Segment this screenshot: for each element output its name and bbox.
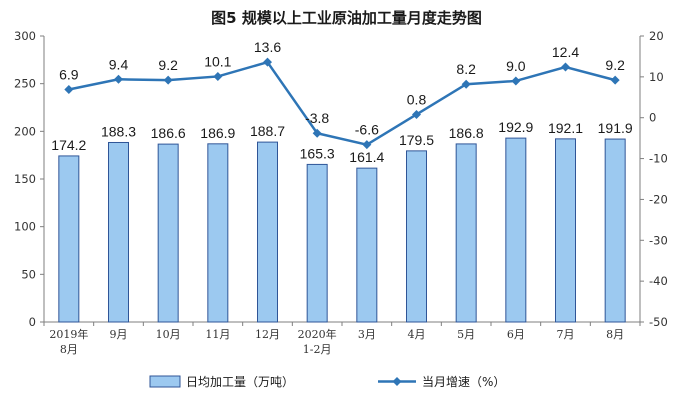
line-point — [263, 57, 272, 67]
bar — [555, 138, 576, 323]
x-tick-labels: 2019年 8月 9月 10月 11月 12月 2020年 1-2月 3月 4月 5月 6月 7月 8月 — [49, 327, 624, 356]
bar-data-label: 179.5 — [399, 132, 434, 148]
bar-data-label: 192.9 — [498, 119, 533, 135]
x-tick-label: 2019年 — [49, 327, 88, 341]
bar — [58, 155, 80, 323]
line-data-label: 6.9 — [59, 67, 79, 83]
line-path — [68, 60, 616, 147]
line-data-label: -3.8 — [305, 110, 329, 126]
bar-data-label: 186.9 — [200, 125, 235, 141]
x-tick-label: 3月 — [358, 328, 376, 341]
line-data-label: 8.2 — [456, 61, 476, 77]
bar — [108, 141, 129, 323]
x-tick-label: 11月 — [205, 328, 230, 341]
legend-bar-swatch — [149, 375, 181, 388]
bar-data-label: 188.7 — [250, 123, 285, 139]
right-axis-tick-label: -30 — [649, 233, 668, 247]
bar — [157, 143, 179, 323]
left-axis-tick-label: 0 — [29, 315, 36, 329]
right-axis-tick-label: 0 — [649, 111, 656, 125]
bar-series — [58, 137, 626, 323]
axes: 0 50 100 150 200 250 300 -50 -40 -30 -20 -10 0 10 20 — [14, 29, 668, 329]
x-tick-label: 12月 — [255, 328, 280, 341]
line-point — [610, 75, 620, 85]
x-tick-label: 7月 — [557, 328, 575, 341]
legend: 日均加工量（万吨） 当月增速（%） — [149, 375, 505, 389]
line-point — [461, 79, 471, 89]
x-tick-label: 10月 — [156, 328, 181, 341]
right-axis-tick-label: 10 — [649, 70, 664, 84]
line-point — [114, 74, 123, 84]
x-tick-label: 8月 — [60, 343, 78, 356]
left-axis-tick-label: 100 — [14, 220, 36, 234]
line-point — [213, 71, 223, 81]
right-axis-tick-label: 20 — [649, 29, 664, 43]
line-data-label: 10.1 — [204, 53, 231, 69]
left-axis-tick-label: 250 — [14, 77, 36, 91]
bar — [406, 150, 427, 323]
right-axis-tick-label: -20 — [649, 192, 668, 206]
bar — [306, 163, 328, 323]
bar-data-label: 161.4 — [349, 149, 384, 165]
line-point — [64, 85, 74, 95]
bar-data-label: 165.3 — [300, 145, 335, 161]
legend-bar-label: 日均加工量（万吨） — [186, 375, 294, 389]
line-point — [362, 140, 372, 150]
bar-data-label: 186.6 — [151, 125, 186, 141]
line-data-label: -6.6 — [355, 122, 379, 138]
line-data-label: 12.4 — [552, 44, 579, 60]
right-axis-tick-label: -50 — [649, 315, 668, 329]
bar-data-label: 174.2 — [51, 137, 86, 153]
line-point — [511, 76, 521, 86]
x-tick-label: 2020年 — [298, 327, 337, 341]
x-tick-label: 5月 — [457, 328, 475, 341]
bar — [505, 137, 527, 323]
line-data-label: 9.0 — [506, 58, 526, 74]
bar — [455, 143, 477, 323]
line-data-label: 0.8 — [407, 91, 427, 107]
line-point — [561, 62, 570, 72]
x-tick-label: 4月 — [408, 328, 426, 341]
bar — [604, 138, 626, 323]
left-axis-tick-label: 50 — [21, 267, 36, 281]
bar-data-labels: 174.2 188.3 186.6 186.9 188.7 165.3 161.4 179.5… — [51, 119, 633, 165]
legend-line-label: 当月增速（%） — [422, 375, 505, 389]
left-axis-tick-label: 200 — [14, 124, 36, 138]
line-data-labels: 6.9 9.4 9.2 10.1 13.6 -3.8 -6.6 0.8 8.2 9.0 12.4 9.… — [59, 39, 625, 138]
chart-title: 图5 规模以上工业原油加工量月度走势图 — [211, 9, 482, 27]
line-series — [64, 57, 620, 150]
x-tick-label: 1-2月 — [303, 343, 332, 356]
x-tick-label: 9月 — [110, 328, 128, 341]
bar — [257, 141, 278, 323]
bar-data-label: 191.9 — [598, 120, 633, 136]
line-point — [312, 128, 322, 138]
line-data-label: 13.6 — [254, 39, 281, 55]
line-data-label: 9.4 — [109, 56, 129, 72]
bar-data-label: 188.3 — [101, 123, 136, 139]
line-point — [163, 75, 173, 85]
x-tick-label: 8月 — [606, 328, 624, 341]
right-axis-tick-label: -10 — [649, 152, 668, 166]
right-axis-tick-label: -40 — [649, 274, 668, 288]
bar-data-label: 186.8 — [449, 125, 484, 141]
legend-line-marker — [392, 377, 402, 386]
x-tick-label: 6月 — [507, 328, 525, 341]
left-axis-tick-label: 150 — [14, 172, 36, 186]
bar — [207, 143, 229, 323]
bar — [356, 167, 378, 323]
line-data-label: 9.2 — [158, 57, 178, 73]
line-point — [412, 109, 421, 119]
bar-data-label: 192.1 — [548, 120, 583, 136]
line-data-label: 9.2 — [605, 57, 625, 73]
left-axis-tick-label: 300 — [14, 29, 36, 43]
